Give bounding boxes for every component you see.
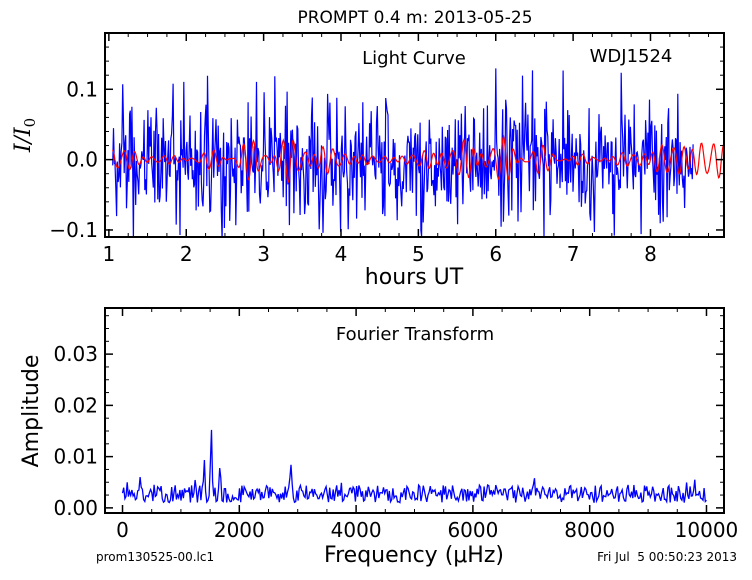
light-curve-xtick-label: 2 (180, 242, 193, 266)
fourier-ticks: 0 2000 4000 6000 8000 10000 0.00 0.01 0.02 0.03 (53, 308, 738, 542)
light-curve-model-line (112, 134, 724, 185)
fourier-xtick-label: 2000 (214, 518, 265, 542)
light-curve-ticks: 1 2 3 4 5 6 7 8 −0.1 0.0 0.1 (49, 32, 724, 266)
fourier-xtick-label: 8000 (564, 518, 615, 542)
fourier-spectrum-line (121, 429, 707, 505)
light-curve-xtick-label: 8 (644, 242, 657, 266)
fourier-xtick-label: 4000 (331, 518, 382, 542)
footer-filename: prom130525-00.lc1 (96, 550, 214, 564)
light-curve-xtick-label: 3 (257, 242, 270, 266)
light-curve-xtick-label: 5 (412, 242, 425, 266)
light-curve-xtick-label: 4 (335, 242, 348, 266)
fourier-xtick-label: 6000 (447, 518, 498, 542)
light-curve-ytick-label: 0.0 (66, 148, 98, 172)
fourier-ytick-label: 0.02 (53, 393, 98, 417)
light-curve-series-group (112, 68, 724, 237)
figure-title: PROMPT 0.4 m: 2013-05-25 (297, 8, 532, 28)
light-curve-xtick-label: 1 (103, 242, 116, 266)
fourier-ytick-label: 0.03 (53, 342, 98, 366)
fourier-series-group (121, 429, 707, 505)
light-curve-data-line (112, 68, 694, 237)
light-curve-ytick-label: 0.1 (66, 77, 98, 101)
fourier-panel: 0 2000 4000 6000 8000 10000 0.00 0.01 0.02 0.03 F… (19, 307, 738, 568)
star-label: WDJ1524 (590, 46, 673, 67)
light-curve-frame (104, 32, 725, 238)
light-curve-ylabel: I/I0 (11, 118, 39, 153)
light-curve-xtick-label: 7 (567, 242, 580, 266)
fourier-xlabel: Frequency (μHz) (324, 543, 504, 568)
light-curve-title: Light Curve (362, 48, 466, 69)
fourier-title: Fourier Transform (336, 324, 494, 345)
fourier-ylabel: Amplitude (19, 355, 44, 468)
light-curve-ytick-label: −0.1 (49, 218, 98, 242)
fourier-xtick-label: 0 (116, 518, 129, 542)
light-curve-panel: 1 2 3 4 5 6 7 8 −0.1 0.0 0.1 Light Curve WDJ1524 h… (11, 32, 725, 290)
fourier-ytick-label: 0.01 (53, 445, 98, 469)
light-curve-xtick-label: 6 (489, 242, 502, 266)
light-curve-xlabel: hours UT (365, 265, 464, 290)
footer-timestamp: Fri Jul 5 00:50:23 2013 (597, 550, 737, 564)
fourier-xtick-label: 10000 (675, 518, 739, 542)
fourier-ytick-label: 0.00 (53, 496, 98, 520)
fourier-frame (104, 307, 725, 514)
